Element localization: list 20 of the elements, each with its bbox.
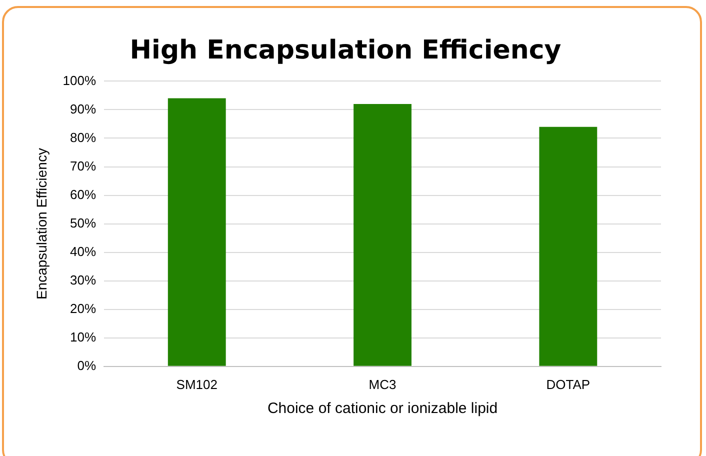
y-tick-label: 90% — [70, 101, 96, 116]
y-axis-title: Encapsulation Efficiency — [33, 148, 50, 300]
x-tick-label: SM102 — [176, 376, 218, 392]
y-tick-label: 100% — [62, 72, 96, 88]
y-tick-label: 0% — [77, 358, 96, 373]
bar — [539, 126, 598, 366]
chart-title: High Encapsulation Efficiency — [130, 35, 562, 66]
x-tick-label: MC3 — [368, 376, 396, 392]
y-tick-label: 60% — [70, 186, 96, 202]
x-axis-title: Choice of cationic or ionizable lipid — [267, 400, 498, 418]
x-tick-label: DOTAP — [546, 376, 590, 392]
y-tick-label: 10% — [70, 329, 96, 344]
bar — [354, 104, 412, 366]
y-tick-label: 80% — [70, 130, 96, 145]
y-tick-label: 70% — [70, 158, 96, 174]
y-tick-label: 30% — [70, 272, 96, 288]
y-tick-label: 50% — [70, 215, 96, 230]
y-tick-label: 20% — [70, 300, 96, 316]
y-tick-label: 40% — [70, 244, 96, 259]
bar — [168, 98, 226, 366]
